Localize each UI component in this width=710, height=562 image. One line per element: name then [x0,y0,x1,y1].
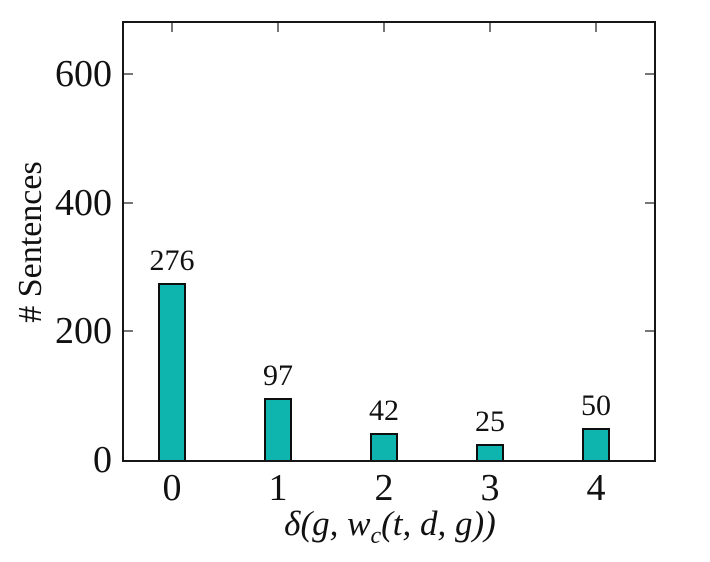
bar [158,283,186,460]
plot-area: 276 97 42 25 50 [122,21,656,462]
x-tick-top [489,23,491,32]
bar-value-label: 50 [581,389,611,422]
x-axis-title-prefix: δ(g, w [284,504,371,543]
bar-value-label: 25 [475,405,505,438]
x-tick-top [171,23,173,32]
y-tick-left [124,202,133,204]
y-tick-right [645,330,654,332]
bar [370,433,398,460]
x-tick-top [277,23,279,32]
x-tick-label: 1 [268,467,288,509]
x-tick-label: 3 [480,467,500,509]
bar [264,398,292,460]
y-tick-label: 200 [55,310,112,352]
y-tick-left [124,73,133,75]
x-axis-title: δ(g, wc(t, d, g)) [0,504,710,548]
bar [582,428,610,460]
x-axis-title-suffix: (t, d, g)) [381,504,496,543]
bar-value-label: 276 [149,244,195,277]
x-tick-label: 2 [374,467,394,509]
y-tick-right [645,202,654,204]
y-tick-left [124,330,133,332]
x-tick-label: 0 [162,467,182,509]
x-tick-top [595,23,597,32]
bar-value-label: 42 [369,394,399,427]
y-tick-label: 0 [93,439,112,481]
bar [476,444,504,460]
x-axis-title-subscript: c [370,523,382,549]
bar-value-label: 97 [263,359,293,392]
y-tick-label: 600 [55,53,112,95]
x-tick-label: 4 [586,467,606,509]
y-tick-label: 400 [55,182,112,224]
x-tick-top [383,23,385,32]
y-tick-right [645,73,654,75]
